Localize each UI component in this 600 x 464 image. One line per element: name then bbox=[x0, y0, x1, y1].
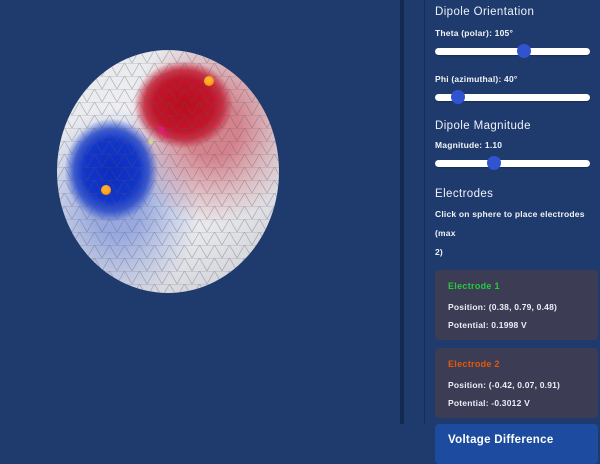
voltage-difference-panel: Voltage Difference bbox=[435, 424, 598, 464]
electrode-1-title: Electrode 1 bbox=[448, 281, 500, 291]
controls-sidebar: Dipole Orientation Theta (polar): 105° P… bbox=[424, 0, 600, 464]
magnitude-slider-track[interactable] bbox=[435, 159, 590, 167]
dipole-origin-dot bbox=[149, 140, 153, 144]
phi-slider-track[interactable] bbox=[435, 93, 590, 101]
head-sphere[interactable] bbox=[57, 50, 279, 293]
phi-slider-label: Phi (azimuthal): 40° bbox=[435, 74, 518, 84]
section-heading-electrodes: Electrodes bbox=[435, 188, 494, 200]
theta-slider[interactable] bbox=[435, 44, 590, 58]
electrode-2-potential: Potential: -0.3012 V bbox=[448, 398, 530, 408]
magnitude-slider-label: Magnitude: 1.10 bbox=[435, 140, 503, 150]
electrode-placement-hint: Click on sphere to place electrodes (max… bbox=[435, 205, 598, 262]
electrode-2-position: Position: (-0.42, 0.07, 0.91) bbox=[448, 380, 561, 390]
voltage-difference-heading: Voltage Difference bbox=[448, 434, 554, 446]
electrode-marker-2 bbox=[101, 185, 111, 195]
theta-slider-label: Theta (polar): 105° bbox=[435, 28, 514, 38]
phi-slider-thumb[interactable] bbox=[450, 90, 465, 104]
magnitude-slider-thumb[interactable] bbox=[486, 156, 501, 170]
electrode-2-title: Electrode 2 bbox=[448, 359, 500, 369]
phi-slider[interactable] bbox=[435, 90, 590, 104]
sphere-canvas[interactable] bbox=[0, 0, 400, 424]
section-heading-dipole-magnitude: Dipole Magnitude bbox=[435, 120, 531, 132]
electrode-1-position: Position: (0.38, 0.79, 0.48) bbox=[448, 302, 558, 312]
panel-divider bbox=[400, 0, 404, 424]
section-heading-dipole-orientation: Dipole Orientation bbox=[435, 6, 535, 18]
magnitude-slider[interactable] bbox=[435, 156, 590, 170]
theta-slider-thumb[interactable] bbox=[517, 44, 532, 58]
electrode-1-card: Electrode 1 Position: (0.38, 0.79, 0.48)… bbox=[435, 270, 598, 340]
electrode-marker-1 bbox=[204, 76, 214, 86]
electrode-1-potential: Potential: 0.1998 V bbox=[448, 320, 527, 330]
theta-slider-track[interactable] bbox=[435, 47, 590, 55]
sphere-mesh bbox=[57, 50, 279, 293]
hint-line-1: Click on sphere to place electrodes (max bbox=[435, 209, 585, 238]
dipole-arrow-icon bbox=[157, 125, 170, 139]
hint-line-2: 2) bbox=[435, 247, 443, 257]
electrode-2-card: Electrode 2 Position: (-0.42, 0.07, 0.91… bbox=[435, 348, 598, 418]
